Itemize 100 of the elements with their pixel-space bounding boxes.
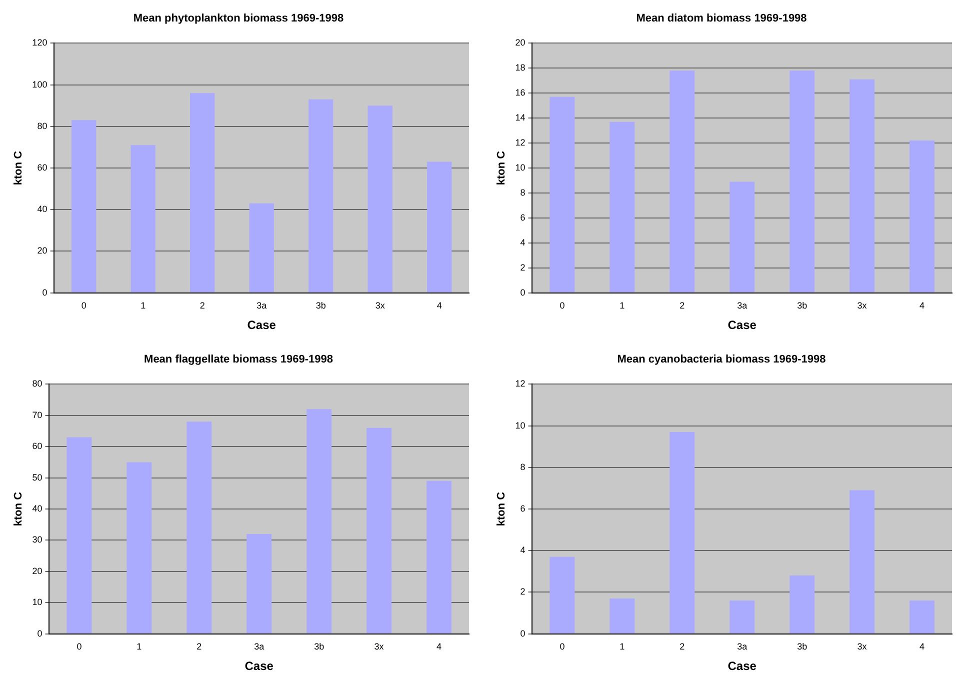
chart-title: Mean phytoplankton biomass 1969-1998 (133, 12, 344, 25)
y-axis-title: kton C (12, 150, 25, 186)
bar (670, 432, 695, 634)
x-tick-label: 4 (436, 300, 442, 311)
y-tick-label: 6 (520, 503, 526, 514)
x-axis-title: Case (247, 318, 276, 332)
bar (670, 70, 695, 292)
y-tick-label: 20 (32, 566, 42, 576)
bar (730, 600, 755, 634)
y-tick-label: 60 (37, 162, 48, 172)
bar (368, 106, 392, 292)
y-tick-label: 50 (32, 472, 42, 482)
bar (190, 93, 215, 292)
y-tick-label: 6 (520, 212, 526, 222)
chart-title: Mean flaggellate biomass 1969-1998 (144, 354, 333, 366)
bar (550, 96, 575, 292)
y-tick-label: 18 (515, 62, 526, 73)
y-tick-label: 70 (32, 410, 42, 420)
x-tick-label: 3a (737, 300, 748, 311)
y-tick-label: 60 (32, 441, 42, 452)
x-tick-label: 2 (680, 300, 685, 311)
bar (426, 480, 452, 634)
y-axis-title: kton C (496, 150, 508, 186)
y-tick-label: 40 (37, 204, 48, 214)
bar (730, 182, 755, 292)
y-tick-label: 0 (520, 628, 526, 638)
y-tick-label: 10 (515, 420, 526, 430)
x-tick-label: 3x (857, 300, 868, 311)
bar (550, 556, 575, 634)
y-tick-label: 14 (515, 112, 526, 123)
bar (850, 79, 875, 292)
y-tick-label: 10 (515, 162, 526, 172)
x-tick-label: 3b (797, 300, 808, 311)
bar (306, 409, 332, 634)
x-tick-label: 2 (680, 642, 685, 652)
x-tick-label: 3b (316, 300, 326, 311)
bar (72, 120, 96, 292)
y-tick-label: 16 (515, 88, 526, 98)
x-tick-label: 4 (436, 642, 442, 652)
bar (366, 428, 392, 634)
x-tick-label: 0 (560, 642, 565, 652)
bar (790, 576, 815, 634)
y-tick-label: 20 (37, 246, 48, 256)
y-tick-label: 2 (520, 586, 526, 597)
y-tick-label: 80 (32, 378, 42, 389)
y-tick-label: 4 (520, 237, 526, 248)
x-tick-label: 3x (375, 300, 386, 311)
x-tick-label: 4 (920, 300, 925, 311)
bar (850, 490, 875, 634)
bar (910, 140, 934, 292)
bar (186, 422, 212, 634)
y-tick-label: 100 (32, 79, 48, 90)
x-tick-label: 0 (76, 642, 82, 652)
y-tick-label: 8 (520, 187, 526, 198)
x-tick-label: 1 (140, 300, 146, 311)
bar (66, 437, 92, 634)
x-tick-label: 2 (200, 300, 205, 311)
x-tick-label: 2 (196, 642, 202, 652)
x-tick-label: 3a (737, 642, 748, 652)
x-tick-label: 3b (797, 642, 808, 652)
x-tick-label: 0 (560, 300, 565, 311)
x-tick-label: 3x (374, 642, 384, 652)
x-axis-title: Case (728, 659, 757, 674)
x-tick-label: 3a (254, 642, 264, 652)
y-tick-label: 0 (37, 628, 42, 638)
x-tick-label: 3a (256, 300, 267, 311)
bar (790, 70, 815, 292)
x-tick-label: 1 (620, 300, 625, 311)
x-tick-label: 3b (314, 642, 324, 652)
y-tick-label: 80 (37, 120, 48, 131)
bar (249, 203, 274, 292)
chart-title: Mean cyanobacteria biomass 1969-1998 (617, 354, 826, 366)
bar (610, 598, 635, 634)
chart-title: Mean diatom biomass 1969-1998 (636, 12, 807, 25)
bar (246, 534, 272, 634)
bar (427, 162, 452, 292)
bar (130, 145, 156, 292)
y-tick-label: 12 (515, 138, 526, 148)
y-tick-label: 20 (515, 38, 526, 48)
x-tick-label: 1 (620, 642, 625, 652)
x-axis-title: Case (244, 659, 274, 674)
x-tick-label: 1 (136, 642, 142, 652)
y-axis-title: kton C (12, 492, 25, 526)
y-tick-label: 30 (32, 534, 42, 545)
y-tick-label: 120 (32, 38, 48, 48)
y-tick-label: 2 (520, 262, 526, 272)
y-tick-label: 10 (32, 597, 42, 608)
x-tick-label: 0 (81, 300, 86, 311)
y-tick-label: 40 (32, 503, 42, 514)
x-tick-label: 4 (920, 642, 925, 652)
bar (610, 122, 635, 292)
y-tick-label: 4 (520, 545, 526, 556)
x-tick-label: 3x (857, 642, 868, 652)
x-axis-title: Case (728, 318, 757, 332)
bar (910, 600, 934, 634)
bar (126, 462, 152, 634)
bar (308, 99, 334, 292)
y-tick-label: 8 (520, 462, 526, 472)
y-tick-label: 12 (515, 378, 526, 389)
y-axis-title: kton C (496, 492, 508, 526)
